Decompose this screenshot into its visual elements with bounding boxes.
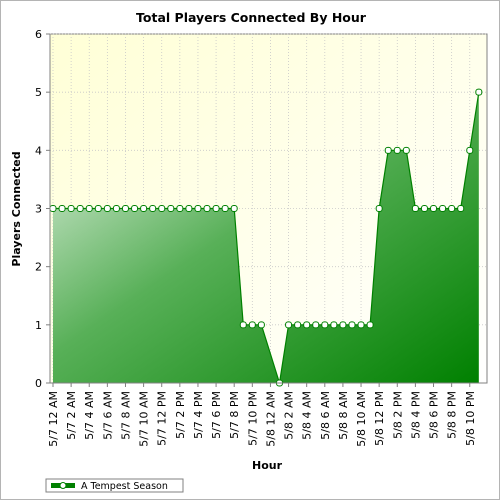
data-point xyxy=(94,205,102,212)
data-point xyxy=(457,205,465,212)
data-point xyxy=(176,205,184,212)
data-point xyxy=(239,321,247,329)
data-point xyxy=(203,205,211,212)
data-point xyxy=(131,205,139,212)
x-tick-label: 5/8 4 PM xyxy=(409,391,422,439)
data-point xyxy=(121,205,129,212)
data-point xyxy=(140,205,148,212)
x-tick-label: 5/7 2 PM xyxy=(174,391,187,439)
data-point xyxy=(112,205,120,212)
x-tick-label: 5/7 12 PM xyxy=(156,391,169,446)
data-point xyxy=(466,146,474,154)
legend-box xyxy=(45,478,184,493)
series-area xyxy=(53,92,479,384)
y-tick-label: 5 xyxy=(35,86,42,99)
x-tick-label: 5/8 10 PM xyxy=(464,391,477,446)
y-axis: 0 1 2 3 4 5 6 xyxy=(35,28,51,390)
x-tick-label: 5/8 2 AM xyxy=(283,391,296,440)
data-point xyxy=(321,321,329,329)
data-point xyxy=(58,205,66,212)
data-point xyxy=(475,88,483,96)
y-tick-label: 0 xyxy=(35,377,42,390)
x-axis-title: Hour xyxy=(252,459,283,472)
x-axis: 5/7 12 AM 5/7 2 AM 5/7 4 AM 5/7 6 AM 5/7 8 A… xyxy=(47,382,487,447)
x-tick-label: 5/7 10 AM xyxy=(138,391,151,447)
x-tick-label: 5/8 12 PM xyxy=(373,391,386,446)
x-tick-label: 5/7 10 PM xyxy=(246,391,259,446)
data-point xyxy=(212,205,220,212)
data-point xyxy=(448,205,456,212)
x-tick-label: 5/8 10 AM xyxy=(355,391,368,447)
data-point xyxy=(230,205,238,212)
legend-label: A Tempest Season xyxy=(81,481,168,492)
x-tick-label: 5/7 6 AM xyxy=(101,391,114,440)
chart-title: Total Players Connected By Hour xyxy=(136,10,367,25)
x-tick-label: 5/7 4 AM xyxy=(83,391,96,440)
y-tick-label: 4 xyxy=(35,144,42,157)
data-point xyxy=(248,321,256,329)
data-point xyxy=(384,146,392,154)
data-point xyxy=(194,205,202,212)
x-tick-label: 5/8 6 AM xyxy=(319,391,332,440)
data-point xyxy=(312,321,320,329)
data-point xyxy=(439,205,447,212)
data-point xyxy=(411,205,419,212)
x-tick-label: 5/7 2 AM xyxy=(65,391,78,440)
x-tick-label: 5/7 6 PM xyxy=(210,391,223,439)
y-tick-label: 3 xyxy=(35,203,42,216)
y-tick-label: 2 xyxy=(35,261,42,274)
data-point xyxy=(221,205,229,212)
legend-marker xyxy=(59,482,67,489)
data-point xyxy=(339,321,347,329)
y-tick-label: 6 xyxy=(35,28,42,41)
data-point xyxy=(430,205,438,212)
data-point xyxy=(294,321,302,329)
x-tick-label: 5/7 8 AM xyxy=(119,391,132,440)
series-markers xyxy=(49,88,483,387)
x-tick-label: 5/8 6 PM xyxy=(428,391,441,439)
x-tick-label: 5/8 12 AM xyxy=(264,391,277,447)
y-tick-label: 1 xyxy=(35,319,42,332)
data-point xyxy=(185,205,193,212)
data-point xyxy=(330,321,338,329)
x-tick-label: 5/8 8 AM xyxy=(337,391,350,440)
x-tick-label: 5/7 8 PM xyxy=(228,391,241,439)
data-point xyxy=(103,205,111,212)
data-point xyxy=(420,205,428,212)
data-point xyxy=(375,205,383,212)
x-tick-label: 5/8 2 PM xyxy=(391,391,404,439)
legend: A Tempest Season xyxy=(45,478,184,493)
x-tick-label: 5/8 8 PM xyxy=(446,391,459,439)
data-point xyxy=(158,205,166,212)
data-point xyxy=(303,321,311,329)
data-point xyxy=(366,321,374,329)
data-point xyxy=(67,205,75,212)
data-point xyxy=(348,321,356,329)
data-point xyxy=(49,205,57,212)
data-point xyxy=(85,205,93,212)
x-tick-label: 5/8 4 AM xyxy=(301,391,314,440)
data-point xyxy=(76,205,84,212)
y-axis-title: Players Connected xyxy=(10,151,23,266)
data-point xyxy=(257,321,265,329)
data-point xyxy=(167,205,175,212)
x-tick-label: 5/7 12 AM xyxy=(47,391,60,447)
data-point xyxy=(357,321,365,329)
data-point xyxy=(402,146,410,154)
data-point xyxy=(149,205,157,212)
x-tick-label: 5/7 4 PM xyxy=(192,391,205,439)
data-point xyxy=(393,146,401,154)
data-point xyxy=(285,321,293,329)
